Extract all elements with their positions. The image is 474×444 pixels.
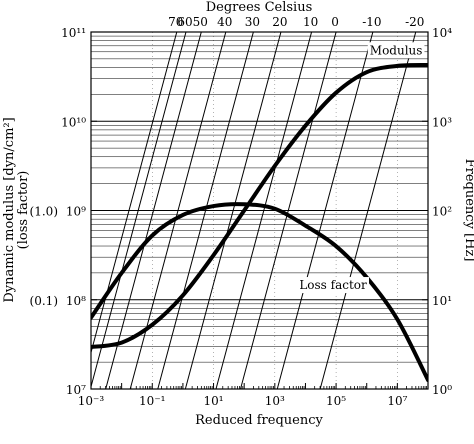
temperature-lines	[91, 32, 417, 389]
y-axis-label-left-sub: (loss factor)	[16, 171, 31, 250]
y-left-tick-label: 10¹¹	[61, 26, 86, 40]
y-axis-label-left: Dynamic modulus [dyn/cm²]	[2, 117, 17, 302]
annotation-background	[367, 42, 425, 59]
temperature-label: -20	[405, 15, 424, 29]
y-left-tick-label: 10⁹	[66, 205, 86, 219]
temperature-label: 50	[193, 15, 208, 29]
x-tick-label: 10³	[265, 394, 285, 408]
y-right-tick-label: 10⁴	[432, 26, 452, 40]
y-left-tick-prefix: (0.1)	[30, 294, 58, 308]
temperature-line	[239, 32, 337, 389]
annotation-label: Modulus	[370, 43, 423, 57]
temperature-label: 30	[245, 15, 260, 29]
y-axis-label-right: Frequency [Hz]	[462, 159, 474, 262]
tick-labels: 10⁻³ 10⁻¹ 10¹ 10³ 10⁵ 10⁷ 10¹¹ 10¹⁰ 10⁹ (1.0) 10⁸ (…	[30, 15, 453, 408]
x-tick-label: 10⁻³	[78, 394, 105, 408]
tick-marks	[90, 31, 429, 390]
temperature-line	[91, 32, 187, 389]
x-tick-label: 10⁵	[326, 394, 346, 408]
top-axis-label: Degrees Celsius	[206, 0, 313, 15]
grid	[90, 32, 428, 390]
temperature-line	[105, 32, 202, 389]
x-tick-label: 10¹	[203, 394, 223, 408]
y-left-tick-label: 10⁸	[66, 294, 86, 308]
temperature-label: 40	[217, 15, 232, 29]
x-tick-label: 10⁷	[387, 394, 407, 408]
x-axis-label: Reduced frequency	[195, 413, 323, 428]
temperature-label: 0	[331, 15, 339, 29]
y-right-tick-label: 10⁰	[432, 383, 452, 397]
temperature-line	[157, 32, 254, 389]
series-line-modulus	[91, 63, 428, 350]
temperature-line	[319, 32, 417, 389]
annotation-background	[297, 277, 370, 294]
y-left-tick-label: 10¹⁰	[61, 115, 86, 129]
annotation-label: Loss factor	[299, 278, 367, 292]
y-right-tick-label: 10³	[432, 115, 452, 129]
y-right-tick-label: 10¹	[432, 294, 452, 308]
x-tick-label: 10⁻¹	[139, 394, 165, 408]
temperature-label: 60	[177, 15, 192, 29]
y-right-tick-label: 10²	[432, 205, 452, 219]
y-left-tick-prefix: (1.0)	[30, 205, 58, 219]
series-layer	[91, 63, 428, 383]
y-left-tick-label: 10⁷	[66, 383, 86, 397]
temperature-line	[129, 32, 227, 389]
temperature-label: 10	[303, 15, 318, 29]
series-line-loss-factor	[91, 202, 428, 383]
temperature-line	[215, 32, 313, 389]
temperature-label: 20	[272, 15, 287, 29]
temperature-line	[91, 32, 178, 355]
temperature-label: -10	[362, 15, 381, 29]
temperature-label: 70	[168, 15, 183, 29]
